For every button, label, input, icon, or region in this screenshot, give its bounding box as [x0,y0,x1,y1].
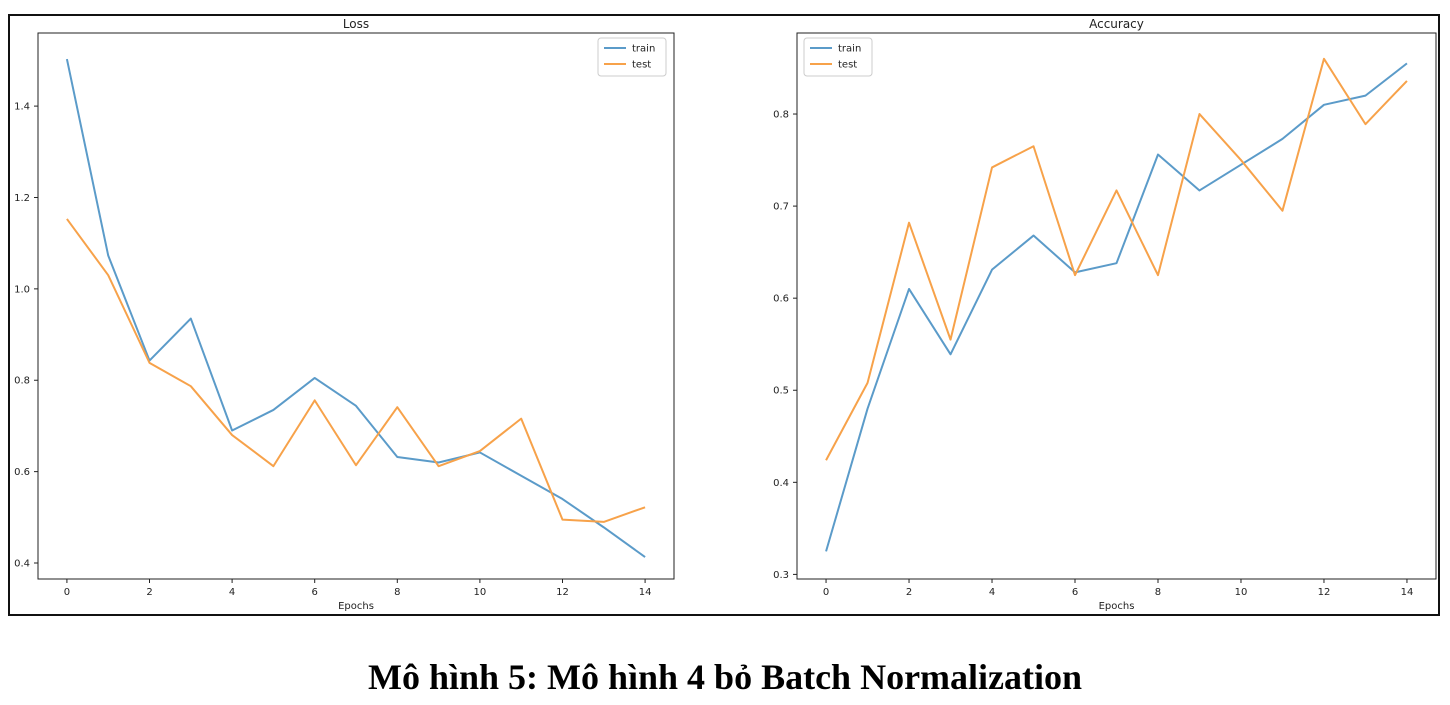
accuracy-xtick-label: 0 [823,587,829,598]
loss-xtick-label: 12 [556,587,569,598]
accuracy-title: Accuracy [1089,17,1144,31]
accuracy-legend-label-test: test [838,60,857,71]
accuracy-xtick-label: 2 [906,587,912,598]
loss-ytick-label: 1.2 [14,193,30,204]
accuracy-series-train-line [825,62,1408,552]
loss-ytick-label: 1.4 [14,102,30,113]
loss-legend-label-test: test [632,60,651,71]
accuracy-xtick-label: 12 [1318,587,1331,598]
loss-ytick-label: 0.8 [14,376,30,387]
accuracy-ytick-label: 0.3 [773,570,789,581]
accuracy-chart: Accuracy 0 2 4 6 8 10 12 14 0.3 0.4 0.5 0.6 0.7 0.8 Epo… [773,17,1437,612]
loss-title: Loss [343,17,369,31]
loss-legend-label-train: train [632,44,655,55]
loss-xtick-label: 0 [64,587,70,598]
loss-chart: Loss 0 2 4 6 8 10 12 14 0.4 0.6 0.8 1.0 1.2 1.4 Epochs t… [14,17,675,612]
loss-xtick-label: 8 [394,587,400,598]
accuracy-ytick-label: 0.7 [773,202,789,213]
accuracy-xlabel: Epochs [1099,601,1135,612]
loss-axes-frame [37,32,675,580]
accuracy-xtick-label: 8 [1155,587,1161,598]
accuracy-ytick-label: 0.6 [773,294,789,305]
loss-xlabel: Epochs [338,601,374,612]
loss-xtick-label: 10 [474,587,487,598]
loss-series-train-line [65,58,646,558]
accuracy-series-test-line [825,57,1408,461]
loss-xtick-label: 4 [229,587,235,598]
accuracy-axes-frame [796,32,1437,580]
loss-ytick-label: 1.0 [14,284,30,295]
loss-series-test-line [66,218,646,523]
accuracy-xtick-label: 14 [1401,587,1414,598]
accuracy-ytick-label: 0.8 [773,110,789,121]
accuracy-xtick-label: 4 [989,587,995,598]
loss-xtick-label: 2 [146,587,152,598]
accuracy-xtick-label: 10 [1235,587,1248,598]
accuracy-ytick-label: 0.5 [773,386,789,397]
accuracy-xtick-label: 6 [1072,587,1078,598]
accuracy-ytick-label: 0.4 [773,478,789,489]
figure-caption: Mô hình 5: Mô hình 4 bỏ Batch Normalizat… [367,657,1083,697]
accuracy-legend-label-train: train [838,44,861,55]
loss-ytick-label: 0.4 [14,559,30,570]
loss-ytick-label: 0.6 [14,467,30,478]
figure-frame: Loss 0 2 4 6 8 10 12 14 0.4 0.6 0.8 1.0 1.2 1.4 Epochs t… [8,14,1440,616]
figure-chart-canvas: Loss 0 2 4 6 8 10 12 14 0.4 0.6 0.8 1.0 1.2 1.4 Epochs t… [14,17,1437,612]
loss-xtick-label: 14 [639,587,652,598]
loss-xtick-label: 6 [312,587,318,598]
